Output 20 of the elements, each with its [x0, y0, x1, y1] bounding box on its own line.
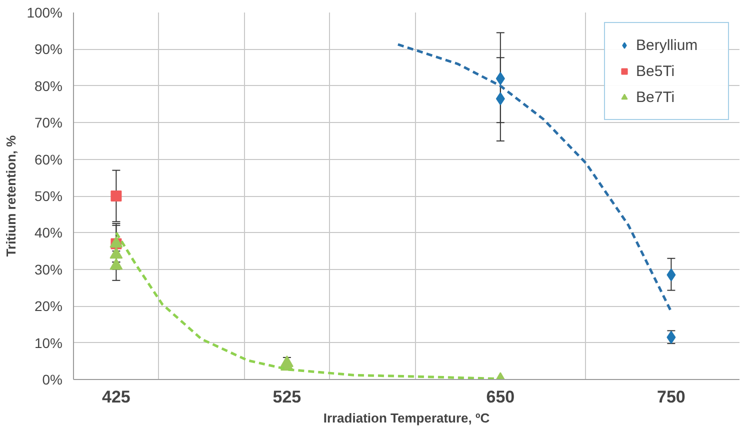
- y-axis-title: Tritium retention, %: [4, 134, 19, 257]
- y-tick-label: 70%: [34, 114, 63, 131]
- y-tick-label: 40%: [34, 224, 63, 241]
- legend-label: Be7Ti: [636, 88, 676, 106]
- x-tick-label: 525: [272, 388, 302, 406]
- y-tick-label: 50%: [34, 188, 63, 204]
- y-tick-label: 0%: [42, 372, 62, 388]
- y-tick-label: 80%: [34, 78, 63, 94]
- x-axis-title: Irradiation Temperature, ºC: [323, 410, 490, 426]
- legend-label: Beryllium: [636, 36, 699, 54]
- y-tick-label: 90%: [34, 41, 63, 58]
- x-tick-label: 650: [486, 388, 515, 406]
- y-tick-label: 30%: [34, 261, 63, 278]
- y-tick-label: 10%: [34, 334, 63, 351]
- legend-label: Be5Ti: [636, 62, 676, 80]
- x-tick-label: 750: [657, 388, 686, 406]
- x-tick-label: 425: [102, 388, 130, 406]
- y-tick-label: 100%: [26, 4, 63, 20]
- y-tick-label: 20%: [34, 298, 63, 314]
- y-tick-label: 60%: [34, 151, 63, 168]
